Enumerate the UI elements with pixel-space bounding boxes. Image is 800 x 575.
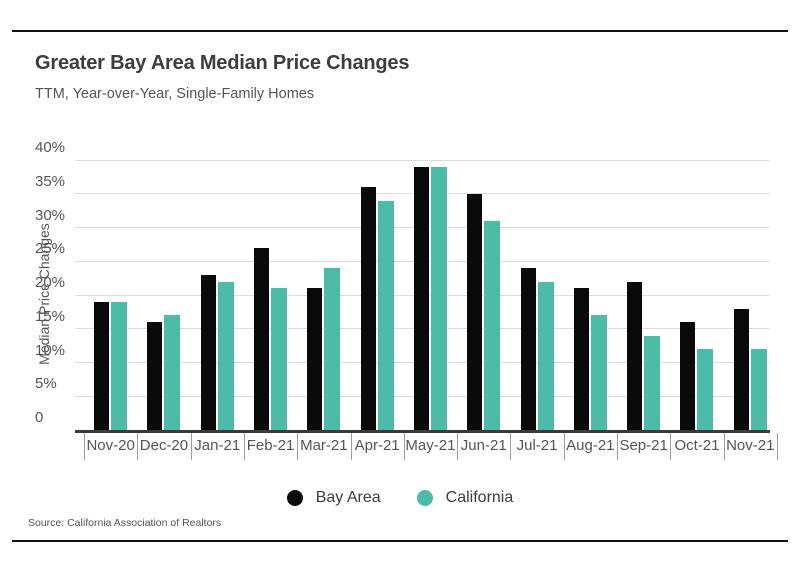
- category-group-oct-21: [670, 160, 723, 430]
- x-axis-tick: [617, 433, 618, 460]
- x-tick-label: Dec-20: [139, 437, 189, 454]
- y-tick-label: 25%: [35, 240, 66, 258]
- x-tick-label: Nov-21: [726, 437, 775, 454]
- x-axis-tick: [670, 433, 672, 460]
- x-tick-label: Jun-21: [460, 437, 507, 454]
- bottom-divider-line: [12, 540, 788, 542]
- category-group-jan-21: [191, 160, 244, 430]
- y-tick-label: 0: [35, 409, 44, 426]
- y-tick-label: 5%: [35, 375, 57, 393]
- category-group-dec-20: [137, 160, 190, 430]
- x-tick-label: Nov-20: [86, 437, 135, 454]
- bar-california: [377, 200, 394, 430]
- category-group-apr-21: [351, 160, 404, 430]
- x-axis-tick: [297, 433, 299, 460]
- source-note: Source: California Association of Realto…: [28, 517, 222, 529]
- bar-california: [537, 281, 554, 430]
- y-tick-label: 15%: [35, 307, 66, 325]
- x-axis-baseline: [75, 430, 770, 433]
- category-group-sep-21: [617, 160, 670, 430]
- category-group-jun-21: [457, 160, 510, 430]
- bar-california: [697, 349, 714, 430]
- category-group-mar-21: [297, 160, 350, 430]
- category-group-may-21: [404, 160, 457, 430]
- x-tick-label: May-21: [405, 437, 456, 454]
- x-tick-label: Sep-21: [619, 437, 668, 454]
- bar-bay-area: [360, 187, 376, 430]
- bar-bay-area: [254, 247, 270, 430]
- bar-bay-area: [573, 288, 589, 430]
- y-tick-label: 10%: [35, 341, 66, 359]
- x-tick-label: Mar-21: [300, 437, 348, 454]
- x-tick-label: Jan-21: [194, 437, 241, 454]
- chart-title: Greater Bay Area Median Price Changes: [35, 52, 410, 74]
- bar-bay-area: [627, 281, 643, 430]
- legend-dot-icon: [286, 490, 303, 506]
- x-tick-label: Feb-21: [246, 437, 295, 454]
- x-axis-tick: [723, 433, 725, 460]
- bar-california: [164, 315, 181, 430]
- legend: Bay Area California: [0, 489, 800, 507]
- bar-california: [590, 315, 607, 430]
- x-axis-tick: [190, 433, 192, 460]
- x-axis-tick: [776, 433, 778, 460]
- category-group-nov-20: [84, 160, 137, 430]
- category-group-nov-21: [724, 160, 777, 430]
- y-tick-label: 35%: [35, 172, 66, 190]
- bar-bay-area: [680, 322, 696, 430]
- legend-label: Bay Area: [315, 489, 381, 506]
- y-tick-label: 40%: [35, 139, 66, 156]
- x-tick-label: Oct-21: [674, 437, 720, 454]
- bar-bay-area: [733, 308, 749, 430]
- chart-subtitle: TTM, Year-over-Year, Single-Family Homes: [35, 86, 315, 102]
- bar-california: [484, 220, 501, 430]
- y-tick-label: 30%: [35, 206, 66, 224]
- y-tick-label: 20%: [35, 274, 66, 291]
- legend-dot-icon: [416, 490, 433, 506]
- bar-california: [430, 166, 447, 430]
- bar-california: [644, 335, 661, 430]
- x-axis-tick: [403, 433, 405, 460]
- x-tick-label: Aug-21: [566, 437, 615, 454]
- bar-bay-area: [200, 274, 216, 430]
- bar-california: [324, 268, 341, 430]
- bar-bay-area: [520, 268, 536, 430]
- category-group-aug-21: [564, 160, 617, 430]
- bar-california: [750, 349, 767, 430]
- gridline: [75, 159, 770, 161]
- bar-bay-area: [413, 166, 429, 430]
- bar-california: [271, 288, 288, 430]
- category-group-jul-21: [510, 160, 563, 430]
- bar-california: [217, 281, 234, 430]
- x-axis-tick: [137, 433, 139, 460]
- x-axis-tick: [457, 433, 459, 460]
- x-tick-label: Apr-21: [354, 437, 400, 454]
- legend-item-bay-area: Bay Area: [286, 489, 381, 507]
- plot-area: [84, 160, 777, 430]
- x-axis-tick: [563, 433, 565, 460]
- category-group-feb-21: [244, 160, 297, 430]
- bar-bay-area: [307, 288, 323, 430]
- x-axis-tick: [84, 433, 85, 460]
- x-axis-tick: [350, 433, 352, 460]
- bar-bay-area: [467, 193, 483, 430]
- bar-bay-area: [147, 322, 163, 430]
- bar-california: [111, 301, 128, 430]
- top-divider-line: [12, 30, 788, 32]
- legend-label: California: [445, 489, 514, 506]
- x-tick-label: Jul-21: [516, 437, 558, 454]
- x-axis-tick: [510, 433, 512, 460]
- bar-bay-area: [94, 301, 110, 430]
- legend-item-california: California: [416, 489, 514, 507]
- x-axis-tick: [243, 433, 245, 460]
